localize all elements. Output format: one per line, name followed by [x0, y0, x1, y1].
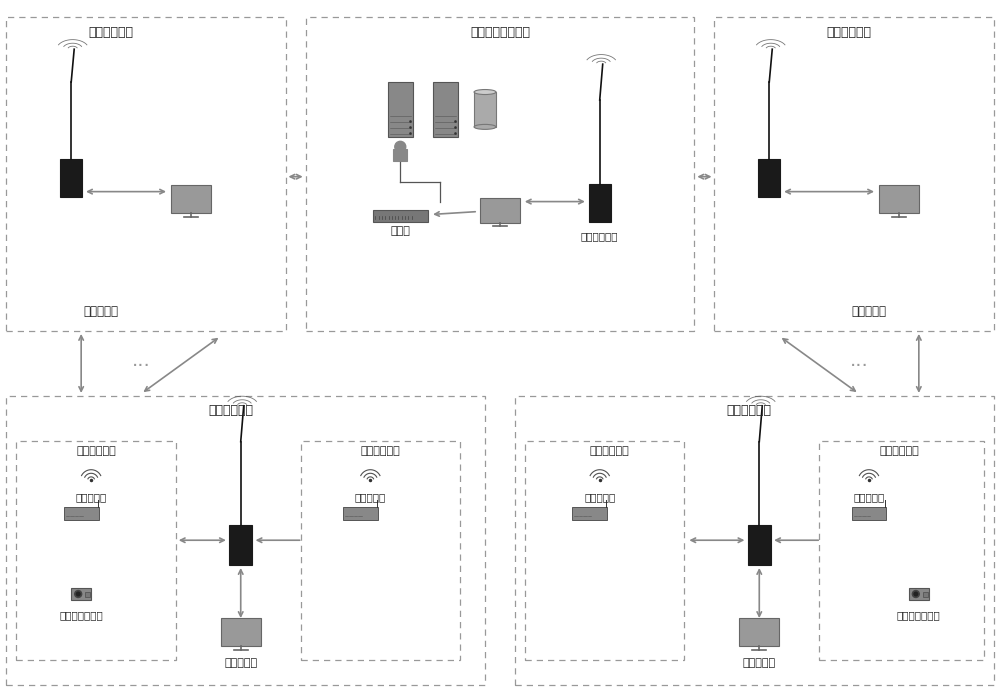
Bar [525, 441, 684, 660]
Bar [64, 507, 99, 521]
Bar [221, 618, 261, 646]
Bar [923, 592, 928, 597]
Text: 前端检测单元: 前端检测单元 [76, 445, 116, 456]
Circle shape [75, 590, 82, 597]
Bar [6, 17, 286, 331]
Bar [301, 441, 460, 660]
Bar [393, 149, 407, 161]
Bar [6, 396, 485, 685]
Text: ...: ... [132, 351, 150, 370]
Text: 气体检测仪: 气体检测仪 [76, 492, 107, 503]
Bar [85, 592, 90, 597]
Bar [572, 507, 607, 521]
Bar [739, 618, 779, 646]
Ellipse shape [474, 90, 496, 95]
Text: 厂域中心站: 厂域中心站 [743, 658, 776, 667]
Bar [433, 82, 458, 137]
Circle shape [395, 141, 406, 152]
Bar [60, 159, 82, 196]
Text: 高清网络摄像机: 高清网络摄像机 [59, 610, 103, 620]
Bar [852, 507, 886, 521]
Bar [515, 396, 994, 685]
Text: 区域监测单元: 区域监测单元 [89, 26, 134, 39]
Bar [589, 184, 611, 221]
Text: 区域监测单元: 区域监测单元 [827, 26, 872, 39]
Text: ...: ... [850, 351, 868, 370]
Text: 厂域监测单元: 厂域监测单元 [727, 404, 772, 417]
Circle shape [914, 592, 918, 596]
Text: 无线数传电台: 无线数传电台 [581, 232, 618, 242]
Text: 交换机: 交换机 [390, 226, 410, 237]
Bar [373, 209, 428, 221]
Bar [474, 92, 496, 127]
Text: 区域中心站: 区域中心站 [851, 305, 886, 317]
Text: 厂域中心站: 厂域中心站 [224, 658, 257, 667]
Text: 高清网络摄像机: 高清网络摄像机 [897, 610, 941, 620]
Bar [909, 588, 929, 600]
Bar [758, 159, 780, 196]
Text: 后台数据中心单元: 后台数据中心单元 [470, 26, 530, 39]
Text: 气体检测仪: 气体检测仪 [355, 492, 386, 503]
Bar [388, 82, 413, 137]
Text: 前端检测单元: 前端检测单元 [360, 445, 400, 456]
Ellipse shape [474, 125, 496, 129]
Text: 厂域监测单元: 厂域监测单元 [208, 404, 253, 417]
Text: 气体检测仪: 气体检测仪 [584, 492, 615, 503]
Bar [229, 525, 252, 565]
Text: 前端检测单元: 前端检测单元 [590, 445, 630, 456]
Bar [306, 17, 694, 331]
Text: 前端检测单元: 前端检测单元 [879, 445, 919, 456]
Bar [879, 184, 919, 212]
Circle shape [76, 592, 80, 596]
Bar [748, 525, 771, 565]
Bar [171, 184, 211, 212]
Bar [16, 441, 176, 660]
Bar [480, 198, 520, 223]
Bar [343, 507, 378, 521]
Circle shape [912, 590, 919, 597]
Bar [71, 588, 91, 600]
Text: 气体检测仪: 气体检测仪 [853, 492, 885, 503]
Bar [714, 17, 994, 331]
Bar [819, 441, 984, 660]
Text: 区域中心站: 区域中心站 [84, 305, 119, 317]
